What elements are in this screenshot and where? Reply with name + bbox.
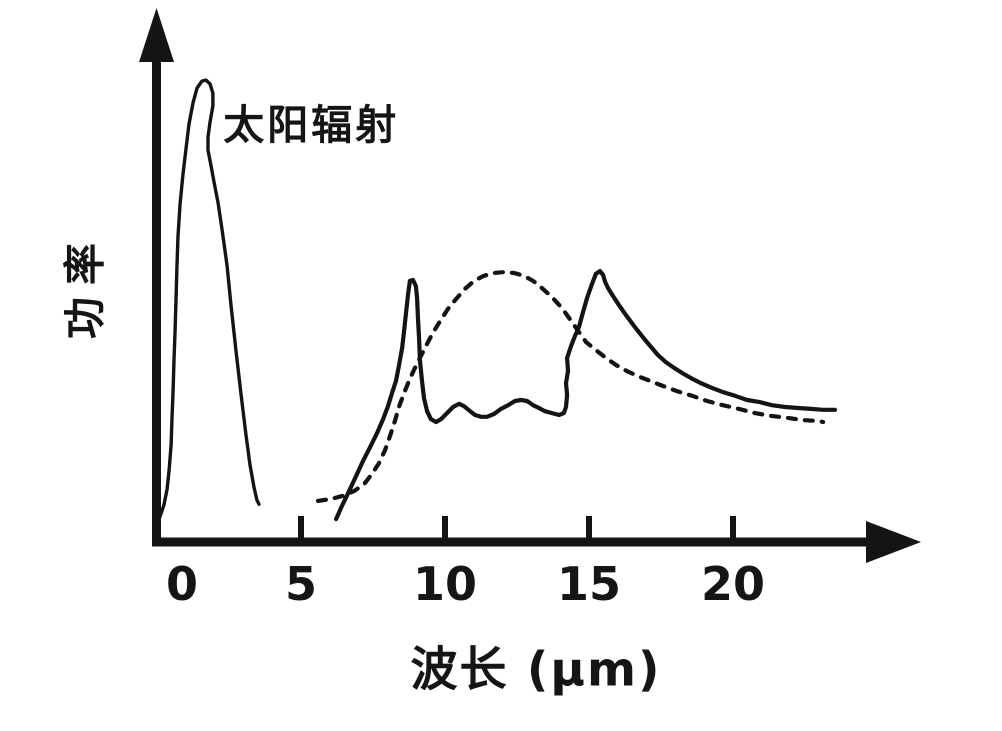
y-axis-arrowhead xyxy=(139,8,174,62)
solar-radiation-curve xyxy=(158,78,261,519)
x-axis xyxy=(152,521,921,563)
curves xyxy=(158,78,838,522)
x-tick-label-15: 15 xyxy=(556,557,622,611)
x-tick-label-10: 10 xyxy=(412,557,478,611)
x-axis-ticks xyxy=(298,516,736,540)
x-axis-arrowhead xyxy=(866,521,921,563)
x-tick-label-5: 5 xyxy=(284,557,318,611)
y-axis-label: 功率 xyxy=(60,230,110,340)
solar-radiation-annotation: 太阳辐射 xyxy=(223,100,400,149)
x-axis-label: 波长 (μm) xyxy=(410,642,662,698)
infrared-curve-solid xyxy=(334,269,838,522)
x-tick-label-0: 0 xyxy=(165,557,199,611)
infrared-curve-dotted xyxy=(315,270,826,503)
y-axis xyxy=(139,8,174,546)
x-tick-label-20: 20 xyxy=(700,557,766,611)
